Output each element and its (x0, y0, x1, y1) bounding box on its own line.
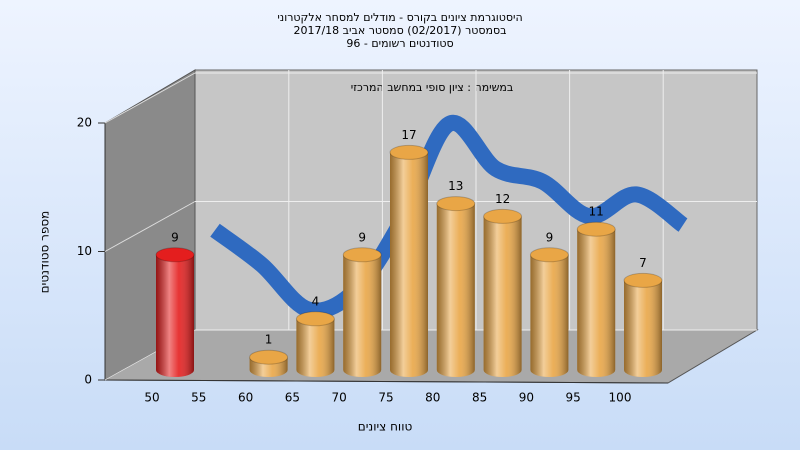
chart-title: היסטוגרמת ציונים בקורס - מודלים למסחר אל… (277, 11, 522, 24)
bar-top (342, 247, 382, 263)
x-tick-label: 75 (378, 391, 393, 405)
bar-shine (343, 254, 382, 377)
x-tick-label: 100 (609, 391, 632, 405)
bar (436, 196, 476, 377)
bar (342, 247, 382, 377)
value-label: 7 (639, 256, 647, 270)
bar (529, 247, 569, 377)
bar-top (155, 247, 195, 263)
x-tick-label: 70 (332, 391, 347, 405)
subtitle: במשימה : ציון סופי במחשב המרכזי (351, 81, 514, 94)
x-tick-label: 80 (425, 391, 440, 405)
x-tick-label: 50 (144, 391, 159, 405)
bar-top (483, 208, 523, 224)
bar-shine (296, 318, 335, 377)
bar-top (249, 349, 289, 365)
x-tick-label: 55 (191, 391, 206, 405)
bar-shine (390, 152, 428, 377)
bar-shine (483, 216, 522, 377)
chart-title: סטודנטים רשומים - 96 (346, 37, 453, 50)
x-axis-label: טווח ציונים (358, 420, 413, 434)
x-tick-label: 60 (238, 391, 253, 405)
value-label: 9 (358, 230, 366, 244)
y-tick-label: 0 (84, 373, 92, 387)
x-axis (104, 379, 669, 384)
bar (576, 221, 616, 377)
bar (389, 144, 429, 377)
bar (249, 349, 289, 377)
value-label: 13 (448, 179, 463, 193)
bar-top (436, 196, 476, 212)
grid-line (104, 201, 196, 252)
bar-shine (577, 229, 616, 377)
value-label: 11 (589, 205, 604, 219)
bar-shine (530, 254, 569, 377)
value-label: 1 (265, 333, 273, 347)
y-tick-label: 20 (77, 116, 92, 130)
value-label: 9 (171, 230, 179, 244)
value-label: 17 (401, 128, 416, 142)
bar (155, 247, 195, 377)
bar-top (295, 311, 335, 327)
grid-line (104, 72, 196, 124)
bar-top (623, 272, 663, 288)
bar-shine (624, 280, 662, 377)
bar-top (389, 144, 429, 160)
bar-shine (156, 254, 194, 377)
x-tick-label: 90 (519, 391, 534, 405)
x-tick-label: 85 (472, 391, 487, 405)
trend-ribbon (210, 115, 688, 319)
value-label: 4 (312, 294, 320, 308)
x-tick-label: 65 (285, 391, 300, 405)
x-tick-label: 95 (566, 391, 581, 405)
y-tick-label: 10 (77, 244, 92, 258)
y-axis-label: מספר סטודנטים (38, 211, 52, 294)
bar (295, 311, 335, 377)
bar-top (576, 221, 616, 237)
bar (623, 272, 663, 377)
value-label: 9 (546, 230, 554, 244)
bar-shine (436, 203, 475, 377)
bar-top (529, 247, 569, 263)
chart-title: בסמסטר (02/2017) סמסטר אביב 2017/18 (293, 24, 506, 37)
value-label: 12 (495, 192, 510, 206)
bar (483, 208, 523, 377)
